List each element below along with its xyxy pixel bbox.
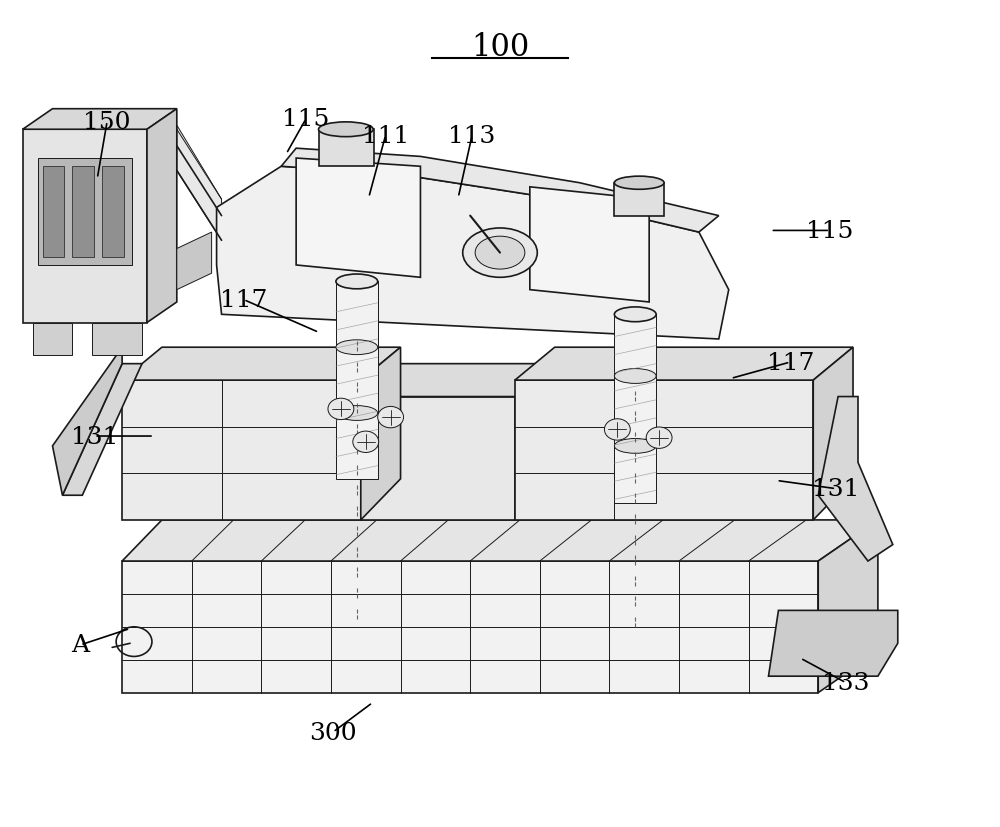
Polygon shape [122, 562, 818, 693]
Polygon shape [217, 167, 729, 340]
Polygon shape [122, 348, 401, 380]
Text: 115: 115 [806, 220, 854, 242]
Text: 111: 111 [362, 124, 409, 147]
Text: 131: 131 [812, 477, 860, 500]
Polygon shape [177, 232, 212, 290]
Bar [336, 282, 378, 479]
Polygon shape [23, 109, 177, 130]
Polygon shape [361, 397, 515, 520]
Polygon shape [361, 364, 555, 397]
Polygon shape [361, 348, 401, 520]
Ellipse shape [319, 122, 373, 137]
Ellipse shape [614, 439, 656, 454]
Polygon shape [769, 610, 898, 676]
Bar [614, 184, 664, 217]
Text: 300: 300 [309, 721, 357, 743]
Polygon shape [62, 364, 142, 495]
Polygon shape [33, 323, 72, 356]
Text: 100: 100 [471, 31, 529, 63]
Text: 133: 133 [822, 672, 870, 695]
Ellipse shape [463, 229, 537, 278]
Polygon shape [92, 323, 142, 356]
Polygon shape [813, 348, 853, 520]
Polygon shape [281, 149, 719, 232]
Polygon shape [177, 126, 222, 241]
Text: 115: 115 [282, 108, 330, 131]
Polygon shape [530, 188, 649, 303]
Polygon shape [818, 397, 893, 562]
Polygon shape [53, 348, 122, 495]
Text: 113: 113 [448, 124, 496, 147]
Bar [38, 159, 132, 265]
Text: 150: 150 [83, 110, 131, 133]
Ellipse shape [336, 406, 378, 421]
Polygon shape [147, 109, 177, 323]
Text: 117: 117 [767, 351, 814, 374]
Polygon shape [296, 159, 420, 278]
Polygon shape [122, 520, 878, 562]
Text: 131: 131 [71, 425, 118, 448]
Circle shape [646, 428, 672, 449]
Circle shape [604, 419, 630, 441]
Polygon shape [515, 380, 813, 520]
Ellipse shape [614, 308, 656, 323]
Polygon shape [23, 130, 147, 323]
Circle shape [353, 432, 379, 453]
Ellipse shape [614, 369, 656, 384]
Polygon shape [818, 520, 878, 693]
Text: 117: 117 [220, 289, 267, 312]
Bar [319, 130, 374, 167]
Circle shape [378, 407, 404, 428]
Ellipse shape [475, 237, 525, 270]
Text: A: A [71, 633, 89, 657]
Bar [72, 167, 94, 257]
Circle shape [328, 399, 354, 420]
Bar [43, 167, 64, 257]
Ellipse shape [336, 341, 378, 355]
Bar [102, 167, 124, 257]
Ellipse shape [614, 177, 664, 190]
Bar [614, 315, 656, 504]
Polygon shape [122, 380, 361, 520]
Ellipse shape [336, 275, 378, 289]
Polygon shape [515, 348, 853, 380]
